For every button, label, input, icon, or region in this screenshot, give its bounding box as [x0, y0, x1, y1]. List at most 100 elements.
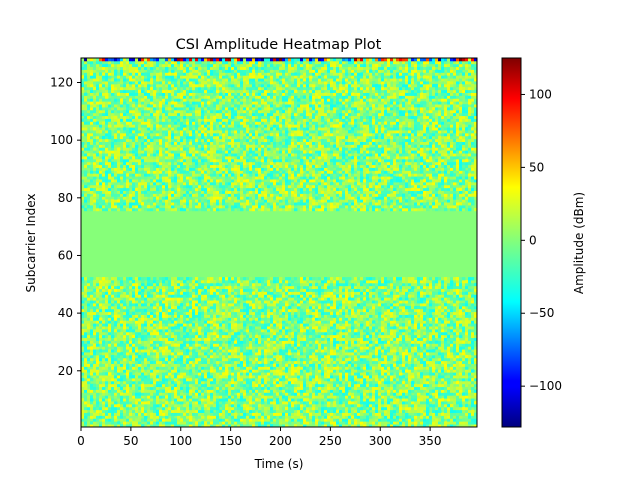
heatmap-cell [84, 352, 88, 356]
heatmap-cell [213, 314, 217, 318]
heatmap-cell [381, 372, 385, 376]
heatmap-cell [294, 357, 298, 362]
heatmap-cell [351, 372, 355, 376]
heatmap-cell [333, 314, 337, 318]
heatmap-cell [342, 328, 346, 333]
heatmap-cell [273, 314, 277, 318]
heatmap-cell [444, 331, 448, 336]
heatmap-cell [459, 349, 463, 353]
heatmap-cell [117, 372, 121, 376]
heatmap-cell [459, 369, 463, 373]
heatmap-cell [342, 366, 346, 370]
heatmap-cell [294, 300, 298, 304]
heatmap-cell [312, 403, 316, 408]
heatmap-cell [474, 395, 478, 399]
heatmap-cell [93, 343, 97, 347]
heatmap-cell [273, 412, 277, 416]
heatmap-cell [249, 424, 253, 428]
heatmap-cell [210, 331, 214, 336]
heatmap-cell [348, 305, 352, 310]
heatmap-cell [153, 331, 157, 336]
heatmap-cell [357, 317, 361, 321]
heatmap-cell [453, 389, 457, 393]
heatmap-cell [411, 424, 415, 428]
heatmap-cell [351, 308, 355, 313]
heatmap-cell [231, 409, 235, 413]
heatmap-cell [318, 357, 322, 362]
heatmap-cell [105, 366, 109, 370]
heatmap-cell [213, 412, 217, 416]
heatmap-cell [240, 380, 244, 385]
heatmap-cell [423, 323, 427, 327]
heatmap-cell [327, 314, 331, 318]
heatmap-cell [438, 352, 442, 356]
heatmap-cell [144, 415, 148, 419]
heatmap-cell [423, 380, 427, 385]
heatmap-cell [357, 349, 361, 353]
heatmap-cell [363, 303, 367, 307]
heatmap-cell [399, 323, 403, 327]
heatmap-cell [342, 409, 346, 413]
heatmap-cell [105, 308, 109, 313]
heatmap-cell [393, 314, 397, 318]
heatmap-cell [147, 360, 151, 364]
heatmap-cell [423, 363, 427, 367]
heatmap-cell [207, 334, 211, 339]
heatmap-cell [225, 366, 229, 370]
heatmap-cell [114, 352, 118, 356]
heatmap-cell [321, 343, 325, 347]
heatmap-cell [471, 360, 475, 364]
heatmap-cell [303, 386, 307, 390]
heatmap-cell [342, 380, 346, 385]
heatmap-cell [423, 357, 427, 362]
heatmap-cell [345, 328, 349, 333]
heatmap-cell [81, 383, 85, 388]
heatmap-cell [318, 360, 322, 364]
heatmap-cell [405, 377, 409, 382]
heatmap-cell [390, 346, 394, 350]
heatmap-cell [408, 308, 412, 313]
heatmap-cell [381, 343, 385, 347]
heatmap-cell [474, 352, 478, 356]
heatmap-cell [222, 415, 226, 419]
heatmap-cell [237, 377, 241, 382]
heatmap-cell [153, 349, 157, 353]
heatmap-cell [300, 375, 304, 379]
heatmap-cell [465, 366, 469, 370]
heatmap-cell [198, 377, 202, 382]
heatmap-cell [366, 383, 370, 388]
heatmap-cell [231, 366, 235, 370]
heatmap-cell [417, 366, 421, 370]
heatmap-cell [96, 383, 100, 388]
heatmap-cell [183, 421, 187, 425]
heatmap-cell [399, 354, 403, 359]
heatmap-cell [405, 412, 409, 416]
heatmap-cell [240, 314, 244, 318]
heatmap-cell [138, 415, 142, 419]
heatmap-cell [156, 401, 160, 405]
heatmap-cell [123, 311, 127, 315]
heatmap-cell [300, 354, 304, 359]
heatmap-cell [171, 389, 175, 393]
heatmap-cell [249, 320, 253, 324]
heatmap-cell [132, 363, 136, 367]
heatmap-cell [252, 303, 256, 307]
heatmap-cell [324, 360, 328, 364]
heatmap-cell [246, 308, 250, 313]
heatmap-cell [306, 334, 310, 339]
heatmap-cell [306, 354, 310, 359]
heatmap-cell [357, 395, 361, 399]
heatmap-cell [159, 360, 163, 364]
heatmap-cell [363, 352, 367, 356]
heatmap-cell [123, 343, 127, 347]
heatmap-cell [471, 418, 475, 422]
heatmap-cell [198, 424, 202, 428]
heatmap-cell [312, 383, 316, 388]
heatmap-cell [318, 352, 322, 356]
heatmap-cell [162, 323, 166, 327]
heatmap-cell [192, 412, 196, 416]
heatmap-cell [189, 305, 193, 310]
heatmap-cell [222, 308, 226, 313]
heatmap-cell [156, 398, 160, 402]
heatmap-cell [357, 386, 361, 390]
